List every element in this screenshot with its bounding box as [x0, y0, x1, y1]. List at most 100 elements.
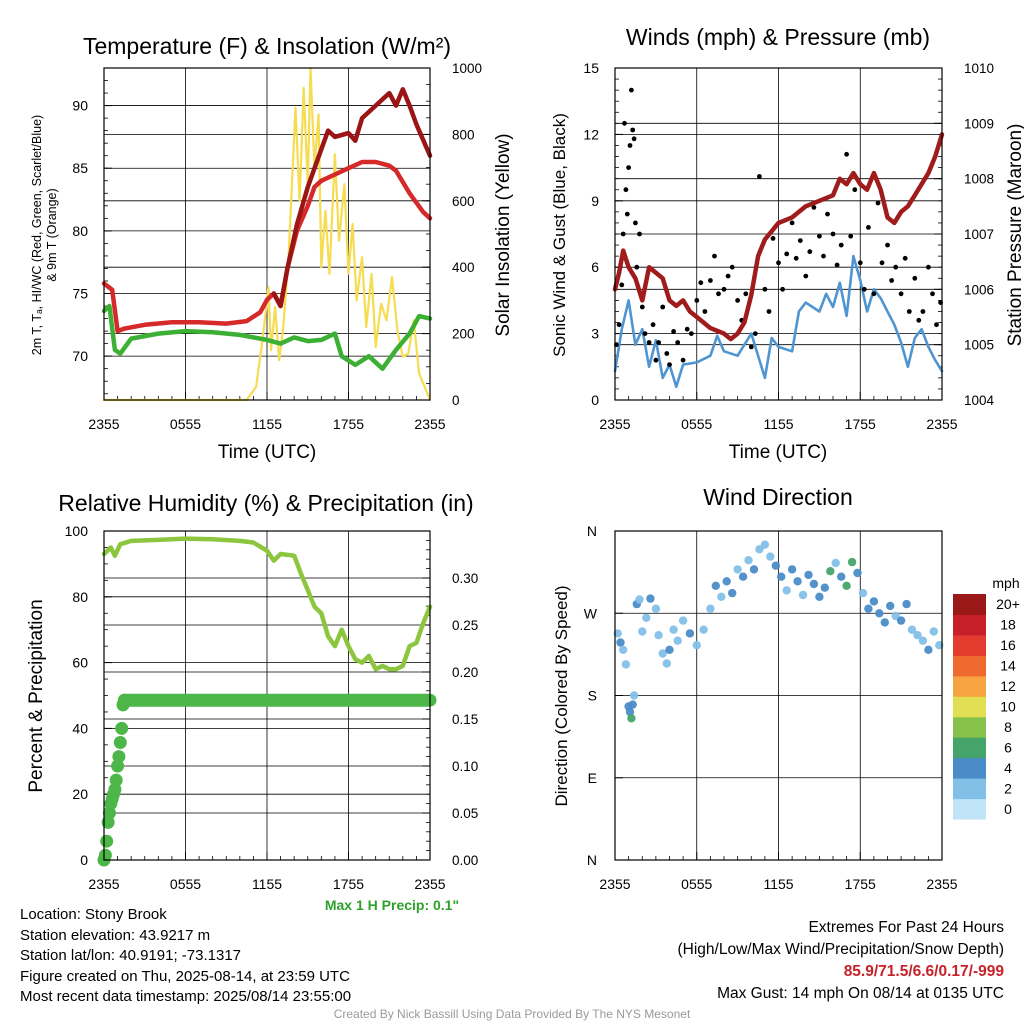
gust-point [807, 249, 813, 255]
gust-point [817, 233, 822, 239]
direction-point [809, 579, 819, 589]
y-tick-label-left: 90 [72, 98, 88, 114]
x-tick-label: 1755 [333, 876, 364, 892]
y-tick-label-left: 0 [591, 392, 599, 408]
y-tick-label-right: 1000 [452, 61, 482, 76]
legend-label: 18 [1000, 617, 1016, 633]
credit-text: Created By Nick Bassill Using Data Provi… [333, 1007, 691, 1021]
temp-ylabel-left-1: 2m T, Tₐ, HI/WC (Red, Green, Scarlet/Blu… [30, 115, 44, 355]
direction-point [771, 561, 780, 570]
gust-point [688, 331, 694, 336]
gust-point [721, 286, 727, 292]
gust-point [830, 231, 836, 237]
y-tick-label-left: 9 [591, 193, 599, 209]
wind-ylabel-right: Station Pressure (Maroon) [1005, 124, 1024, 347]
extremes-title: Extremes For Past 24 Hours [808, 919, 1004, 936]
dir-ylabel-left: Direction (Colored By Speed) [552, 585, 571, 806]
legend-swatch [953, 716, 986, 738]
direction-point [869, 597, 879, 606]
direction-point [929, 627, 938, 636]
gust-point [930, 291, 935, 297]
gust-point [776, 260, 781, 266]
max-gust-text: Max Gust: 14 mph On 08/14 at 0135 UTC [717, 985, 1004, 1002]
precip-point [117, 693, 131, 707]
direction-point [628, 700, 637, 709]
temp-title: Temperature (F) & Insolation (W/m²) [83, 33, 451, 59]
direction-point [787, 565, 797, 574]
direction-point [685, 629, 695, 638]
direction-point [744, 556, 753, 565]
x-tick-label: 1155 [763, 876, 793, 892]
direction-point [621, 660, 631, 669]
relative-humidity-line [101, 536, 433, 672]
y-tick-label-right: 1007 [964, 227, 994, 242]
gust-point [875, 200, 881, 206]
direction-point [826, 567, 835, 576]
direction-point [669, 625, 678, 634]
x-tick-label: 0555 [170, 876, 201, 892]
gust-point [844, 151, 849, 157]
gust-point [729, 264, 735, 270]
y-tick-label-right: 1006 [964, 282, 994, 297]
gust-point [646, 340, 652, 345]
x-tick-label: 2355 [414, 876, 445, 892]
gust-point [702, 309, 708, 314]
direction-point [717, 592, 726, 601]
gust-point [743, 291, 749, 297]
x-tick-label: 2355 [599, 876, 630, 892]
direction-point [820, 583, 829, 592]
panel-frame [614, 67, 943, 401]
gust-point [898, 291, 904, 297]
direction-point [642, 613, 651, 622]
wind-ylabel-left: Sonic Wind & Gust (Blue, Black) [550, 113, 569, 357]
gust-point [667, 362, 672, 367]
legend-label: 8 [1004, 719, 1012, 735]
gust-point [694, 298, 700, 303]
gust-point [784, 251, 790, 257]
x-tick-label: 0555 [681, 876, 712, 892]
direction-point [629, 691, 639, 700]
direction-point [766, 552, 775, 561]
gust-point [789, 220, 795, 226]
gust-point [752, 331, 758, 336]
direction-point [815, 592, 824, 601]
direction-point [619, 645, 628, 654]
direction-point [722, 577, 731, 586]
direction-point [880, 618, 889, 627]
gust-point [770, 236, 776, 241]
legend-label: 20+ [996, 596, 1020, 612]
legend-swatch [953, 614, 986, 636]
precip-point [98, 848, 112, 862]
gust-point [623, 187, 629, 193]
direction-point [638, 627, 647, 636]
direction-point [692, 641, 701, 650]
precip-point [115, 721, 129, 735]
direction-point [782, 586, 791, 595]
y-tick-label-left: 40 [72, 720, 88, 736]
y-tick-label-left: 80 [72, 223, 88, 239]
direction-point [733, 565, 742, 574]
y-tick-label-right: 1008 [964, 172, 994, 187]
location-text: Location: Stony Brook [20, 906, 167, 923]
direction-point [635, 595, 644, 604]
y-tick-label-right: 1010 [964, 61, 994, 76]
legend-label: 4 [1004, 760, 1012, 776]
x-tick-label: 2355 [926, 876, 957, 892]
temp-ylabel-right: Solar Insolation (Yellow) [493, 133, 514, 336]
direction-point [755, 545, 764, 554]
extremes-values: 85.9/71.5/6.6/0.17/-999 [843, 963, 1004, 980]
wind-title: Winds (mph) & Pressure (mb) [626, 24, 930, 50]
direction-point [864, 604, 873, 613]
legend-swatch [953, 655, 986, 677]
gust-point [725, 273, 731, 279]
gust-point [735, 298, 740, 303]
gust-point [838, 242, 844, 248]
y-tick-label-right: 0.20 [452, 665, 478, 680]
temp-xlabel: Time (UTC) [218, 442, 317, 463]
y-tick-label-left: 80 [72, 589, 88, 605]
direction-point [760, 540, 770, 549]
panel-1 [614, 67, 943, 401]
y-tick-label-left: 12 [583, 126, 599, 142]
gust-point [684, 326, 690, 332]
y-tick-label-right: 0.15 [452, 712, 478, 727]
